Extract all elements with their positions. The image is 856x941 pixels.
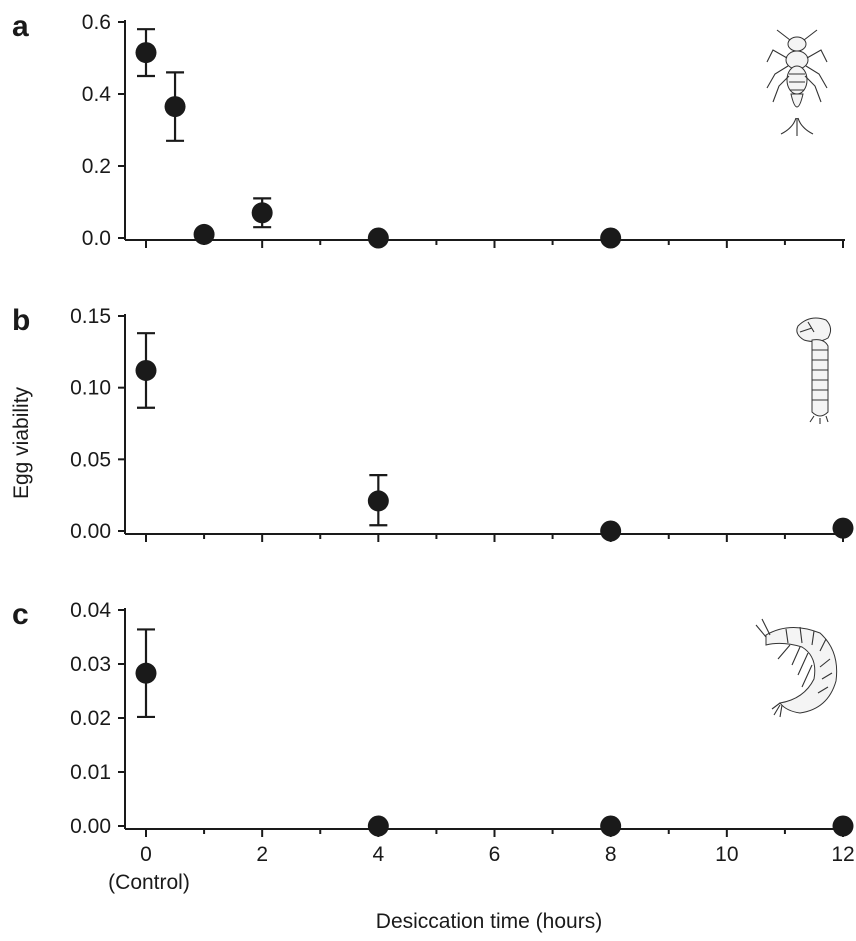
panel-letter-b: b (12, 304, 30, 337)
panel-a: a 0.0 0.2 0.4 0.6 (12, 10, 845, 250)
y-tick-label: 0.03 (70, 653, 111, 676)
data-point (600, 227, 622, 249)
y-tick-label: 0.10 (70, 377, 111, 400)
data-point (367, 815, 389, 837)
y-tick-label: 0.02 (70, 707, 111, 730)
data-point (367, 227, 389, 249)
y-tick-label: 0.0 (82, 227, 111, 250)
data-point (164, 96, 186, 118)
data-point (135, 662, 157, 684)
panel-b: b 0.00 0.05 0.10 0.15 (12, 304, 854, 543)
data-point (832, 815, 854, 837)
data-point (193, 223, 215, 245)
data-point (135, 359, 157, 381)
x-tick-sublabel: (Control) (108, 871, 190, 894)
y-tick-label: 0.00 (70, 520, 111, 543)
mayfly-nymph-icon (766, 29, 828, 136)
x-tick-label: 8 (605, 843, 617, 866)
x-tick-label: 4 (372, 843, 384, 866)
x-tick-label: 2 (256, 843, 268, 866)
data-point (251, 202, 273, 224)
y-tick-label: 0.2 (82, 155, 111, 178)
x-axis-title: Desiccation time (hours) (376, 910, 602, 933)
y-tick-label: 0.00 (70, 815, 111, 838)
data-point (367, 490, 389, 512)
x-tick-label: 0 (140, 843, 152, 866)
y-tick-label: 0.04 (70, 599, 111, 622)
panel-letter-a: a (12, 10, 29, 43)
x-tick-label: 10 (715, 843, 738, 866)
x-tick-label: 6 (489, 843, 501, 866)
data-point (600, 520, 622, 542)
x-tick-label: 12 (831, 843, 854, 866)
panel-letter-c: c (12, 598, 29, 631)
y-tick-label: 0.4 (82, 83, 112, 106)
data-point (600, 815, 622, 837)
y-tick-label: 0.6 (82, 11, 111, 34)
panel-c: c 0.00 0.01 0.02 0.03 0.04 0 2 4 6 8 10 12 (Control) (12, 598, 855, 894)
y-axis-title: Egg viability (10, 386, 33, 499)
data-point (135, 42, 157, 64)
y-tick-label: 0.01 (70, 761, 111, 784)
y-tick-label: 0.05 (70, 448, 111, 471)
y-tick-label: 0.15 (70, 305, 111, 328)
amphipod-icon (755, 618, 838, 718)
data-point (832, 517, 854, 539)
midge-larva-icon (796, 317, 832, 424)
